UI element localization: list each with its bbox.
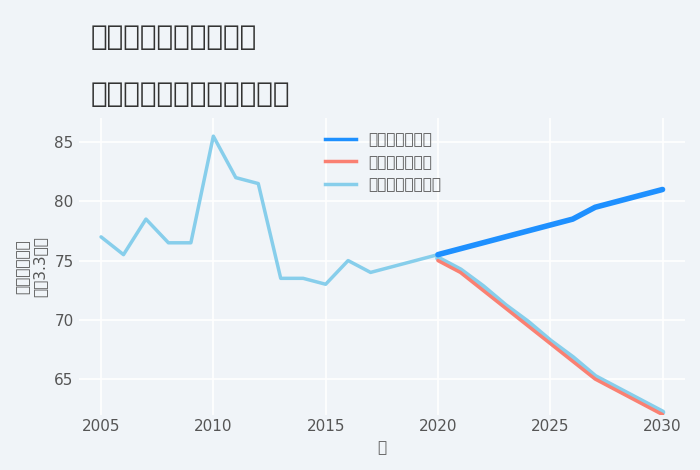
- X-axis label: 年: 年: [377, 440, 386, 455]
- Legend: グッドシナリオ, バッドシナリオ, ノーマルシナリオ: グッドシナリオ, バッドシナリオ, ノーマルシナリオ: [319, 126, 447, 198]
- Text: 中古マンションの価格推移: 中古マンションの価格推移: [91, 80, 290, 108]
- Y-axis label: 単価（万円）
坪（3.3㎡）: 単価（万円） 坪（3.3㎡）: [15, 236, 48, 297]
- Text: 千葉県野田市関宿町の: 千葉県野田市関宿町の: [91, 24, 258, 52]
